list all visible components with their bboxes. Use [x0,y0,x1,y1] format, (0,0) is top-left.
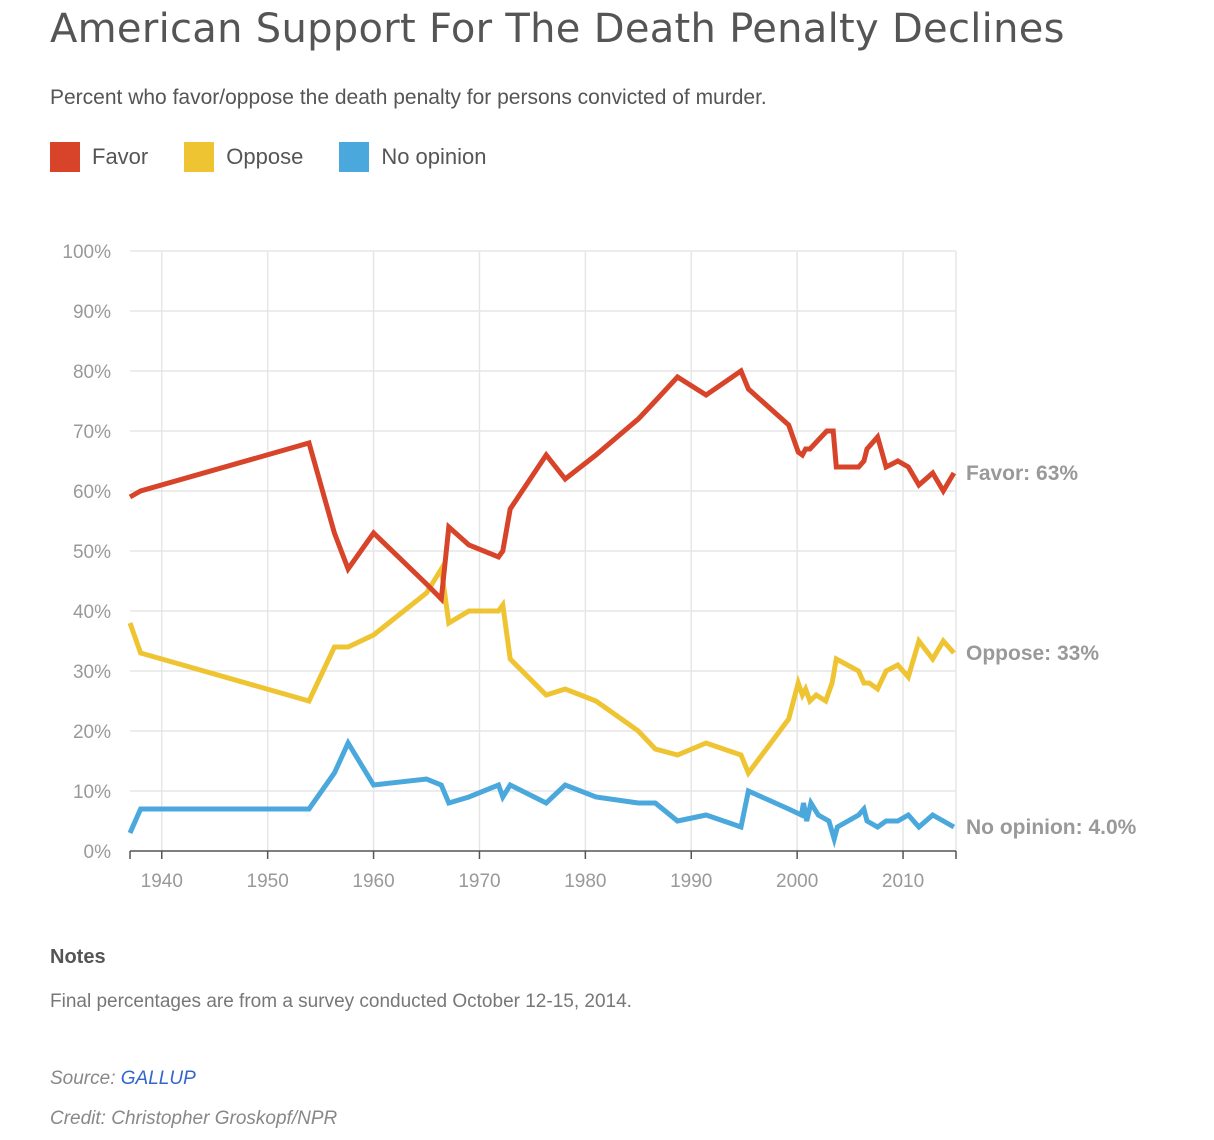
legend-label-oppose: Oppose [226,144,304,169]
legend-label-no-opinion: No opinion [381,144,487,169]
notes-title: Notes [50,946,106,968]
y-tick-label-20: 20% [73,722,111,743]
x-tick-label-1990: 1990 [670,871,712,892]
legend: Favor Oppose No opinion [50,142,523,172]
legend-swatch-oppose [184,142,215,172]
legend-swatch-favor [50,142,80,172]
series-line-favor [128,367,957,605]
x-tick-label-1970: 1970 [458,871,500,892]
credit-line: Credit: Christopher Groskopf/NPR [50,1108,338,1129]
y-tick-label-80: 80% [73,362,111,383]
source-link-gallup[interactable]: GALLUP [120,1068,196,1089]
source-label: Source: [50,1068,116,1089]
y-tick-label-40: 40% [73,602,111,623]
x-tick-label-1940: 1940 [141,871,183,892]
notes-text: Final percentages are from a survey cond… [50,991,632,1012]
y-tick-label-60: 60% [73,482,111,503]
series-line-no-opinion [127,737,956,849]
y-tick-label-30: 30% [73,662,111,683]
source-line: Source: GALLUP [50,1068,196,1090]
y-tick-label-0: 0% [84,842,112,863]
legend-item-no-opinion: No opinion [339,142,487,172]
x-tick-label-1950: 1950 [247,871,289,892]
legend-item-oppose: Oppose [184,142,303,172]
y-tick-label-100: 100% [62,242,111,263]
x-tick-label-2010: 2010 [882,871,924,892]
y-tick-label-10: 10% [73,782,111,803]
end-label-no-opinion: No opinion: 4.0% [966,816,1137,839]
x-tick-label-2000: 2000 [776,871,818,892]
y-tick-label-70: 70% [73,422,111,443]
legend-swatch-no-opinion [339,142,370,172]
line-chart: 0% 10% 20% 30% 40% 50% 60% 70% 80% 90% 100% 1940 195… [62,242,1137,892]
end-label-favor: Favor: 63% [966,462,1078,485]
chart-subtitle: Percent who favor/oppose the death penal… [50,86,767,109]
legend-item-favor: Favor [50,142,148,172]
end-label-oppose: Oppose: 33% [966,642,1099,665]
y-tick-label-50: 50% [73,542,111,563]
x-tick-label-1960: 1960 [352,871,394,892]
series-line-oppose [127,561,956,779]
y-tick-label-90: 90% [73,302,111,323]
legend-label-favor: Favor [92,144,149,169]
x-tick-label-1980: 1980 [564,871,606,892]
chart-title: American Support For The Death Penalty D… [50,6,1065,52]
